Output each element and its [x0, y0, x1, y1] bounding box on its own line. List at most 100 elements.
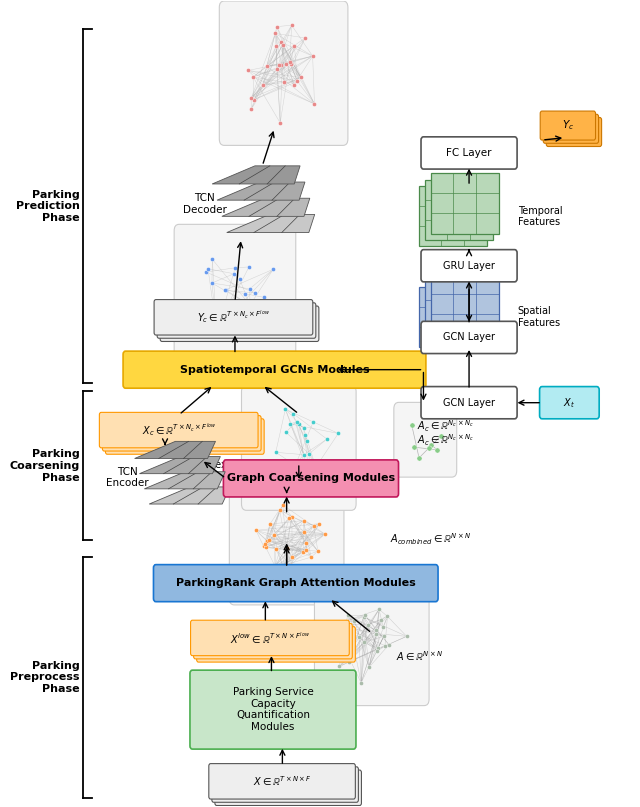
Point [301, 543, 311, 556]
Point [287, 510, 297, 523]
FancyBboxPatch shape [425, 179, 493, 240]
Point [221, 283, 231, 296]
Point [364, 661, 374, 674]
FancyBboxPatch shape [229, 476, 344, 605]
Point [344, 655, 354, 668]
Point [379, 629, 389, 642]
Point [304, 447, 314, 460]
Point [382, 610, 392, 623]
FancyBboxPatch shape [394, 403, 457, 477]
Point [286, 558, 296, 571]
Point [285, 57, 296, 70]
Point [276, 36, 286, 48]
FancyBboxPatch shape [421, 387, 517, 419]
Point [264, 534, 274, 547]
Point [291, 415, 301, 428]
Text: GCN Layer: GCN Layer [443, 332, 495, 342]
Point [248, 70, 258, 83]
Text: Spatiotemporal GCNs Modules: Spatiotemporal GCNs Modules [180, 365, 369, 374]
Point [246, 102, 257, 115]
Point [300, 429, 310, 441]
FancyBboxPatch shape [209, 763, 355, 799]
Point [285, 417, 296, 430]
Point [360, 609, 371, 622]
Point [260, 537, 271, 550]
Point [304, 470, 314, 483]
Text: index: index [200, 459, 227, 470]
Point [244, 261, 254, 274]
Point [284, 511, 294, 524]
FancyBboxPatch shape [99, 412, 258, 448]
FancyBboxPatch shape [540, 111, 596, 140]
Point [371, 627, 381, 640]
Point [436, 429, 446, 442]
Point [235, 272, 245, 285]
Text: $A \in \mathbb{R}^{N\times N}$: $A \in \mathbb{R}^{N\times N}$ [396, 649, 444, 663]
Point [275, 58, 285, 71]
FancyBboxPatch shape [196, 627, 355, 662]
Point [311, 461, 321, 474]
Text: GCN Layer: GCN Layer [443, 398, 495, 408]
FancyBboxPatch shape [123, 351, 426, 388]
Point [294, 417, 304, 430]
Point [349, 614, 360, 627]
Point [244, 282, 255, 295]
Point [276, 59, 287, 72]
Text: GRU Layer: GRU Layer [443, 261, 495, 270]
Point [372, 644, 382, 657]
Point [296, 71, 306, 84]
FancyBboxPatch shape [191, 621, 349, 655]
FancyBboxPatch shape [419, 286, 486, 347]
Point [289, 408, 299, 420]
Point [262, 534, 272, 547]
Point [259, 540, 269, 553]
Text: $A_{combined} \in \mathbb{R}^{N\times N}$: $A_{combined} \in \mathbb{R}^{N\times N}… [390, 531, 471, 546]
FancyBboxPatch shape [241, 385, 356, 510]
Point [334, 660, 344, 673]
Point [270, 27, 280, 40]
FancyBboxPatch shape [194, 624, 352, 659]
Point [301, 537, 312, 550]
Point [271, 542, 281, 555]
Text: $Y_c \in \mathbb{R}^{T\times N_c\times F^{low}}$: $Y_c \in \mathbb{R}^{T\times N_c\times F… [197, 309, 270, 326]
Text: Parking
Prediction
Phase: Parking Prediction Phase [16, 190, 80, 223]
Text: ParkingRank Graph Attention Modules: ParkingRank Graph Attention Modules [176, 578, 415, 588]
Point [285, 56, 295, 69]
Point [271, 445, 281, 458]
Point [320, 528, 330, 541]
Point [424, 441, 434, 454]
Point [268, 263, 278, 276]
FancyBboxPatch shape [314, 577, 429, 705]
FancyBboxPatch shape [421, 137, 517, 169]
Text: FC Layer: FC Layer [446, 148, 492, 158]
Point [371, 624, 381, 637]
FancyBboxPatch shape [220, 1, 348, 145]
Point [309, 98, 319, 111]
Polygon shape [134, 441, 216, 458]
Point [287, 19, 297, 31]
FancyBboxPatch shape [157, 303, 316, 338]
Point [342, 608, 353, 621]
Point [354, 631, 364, 644]
Point [262, 60, 272, 73]
Point [281, 426, 291, 439]
Point [201, 266, 211, 278]
FancyBboxPatch shape [540, 387, 599, 419]
Point [300, 31, 310, 44]
Point [265, 517, 275, 530]
Text: $A_c \in \mathbb{R}^{N_c\times N_c}$: $A_c \in \mathbb{R}^{N_c\times N_c}$ [417, 418, 474, 434]
Polygon shape [149, 487, 230, 504]
Point [271, 40, 281, 52]
Text: Parking
Preprocess
Phase: Parking Preprocess Phase [10, 661, 80, 694]
Text: Graph Coarsening Modules: Graph Coarsening Modules [227, 474, 395, 483]
FancyBboxPatch shape [431, 173, 499, 233]
Point [279, 76, 289, 89]
Point [358, 611, 369, 624]
Point [269, 529, 279, 541]
Point [249, 94, 259, 107]
Polygon shape [145, 472, 225, 489]
Point [246, 92, 256, 105]
Point [308, 416, 318, 429]
Point [358, 636, 369, 649]
Point [270, 560, 280, 573]
